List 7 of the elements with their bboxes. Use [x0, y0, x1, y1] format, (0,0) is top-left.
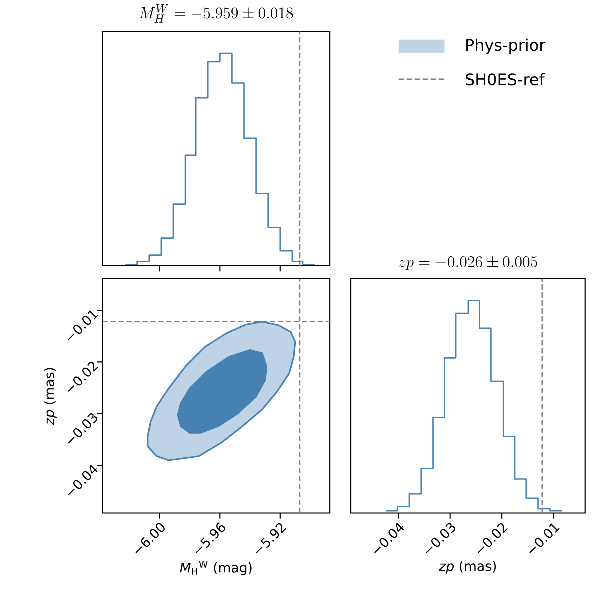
chart-title: $zp = -0.026 \pm 0.005$: [398, 256, 538, 270]
y-axis-title: zp (mas): [44, 368, 57, 426]
legend-label: SH0ES-ref: [466, 73, 546, 86]
chart-title: $M_H^W = -5.959 \pm 0.018$: [140, 4, 293, 23]
x-axis-title: zp (mas): [438, 561, 496, 574]
x-axis-title: M$_{H}$$^{W}$ (mag): [180, 561, 252, 576]
legend-label: Phys-prior: [466, 38, 546, 54]
